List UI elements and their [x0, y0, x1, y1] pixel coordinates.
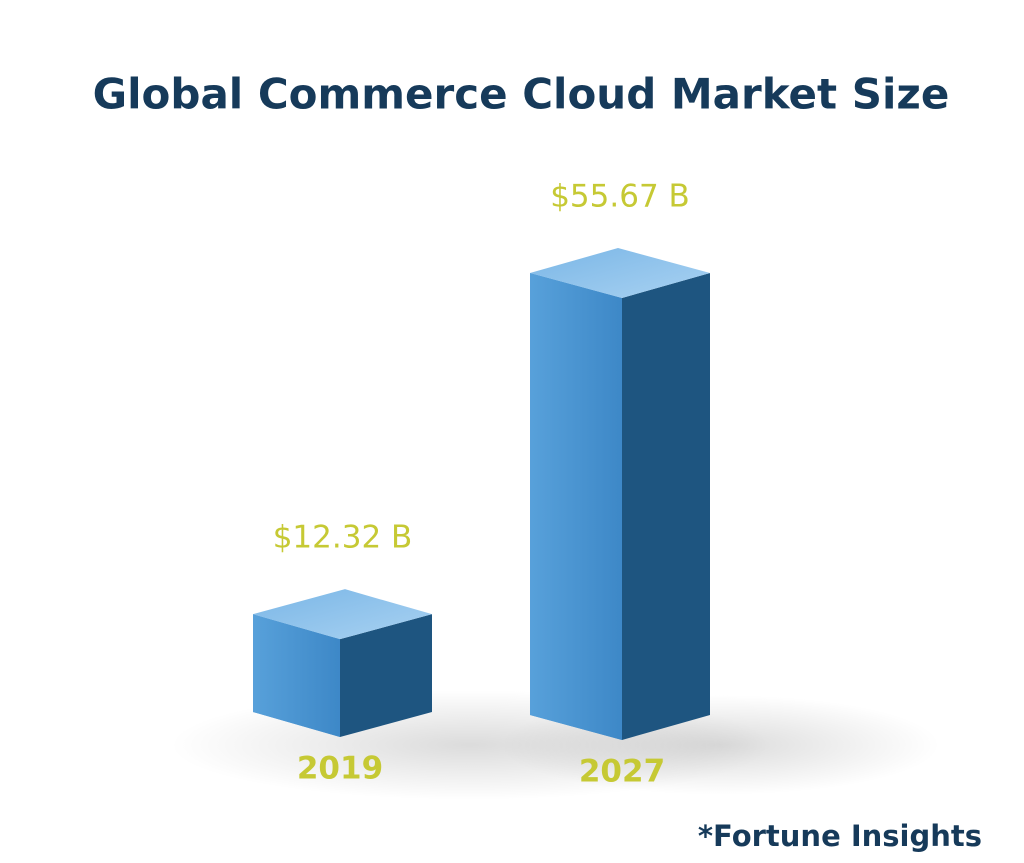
chart-title: Global Commerce Cloud Market Size	[93, 70, 950, 119]
bar-front-shade	[253, 614, 340, 737]
bar-side	[622, 273, 710, 740]
bar-side	[340, 614, 432, 737]
x-tick-label: 2019	[297, 751, 383, 787]
value-label: $12.32 B	[273, 520, 413, 556]
bar-top	[530, 248, 710, 298]
bar-top	[253, 589, 432, 640]
source-note: *Fortune Insights	[698, 819, 982, 853]
x-tick-label: 2027	[579, 754, 665, 790]
value-label: $55.67 B	[550, 179, 690, 215]
bar-front-shade	[530, 273, 622, 740]
